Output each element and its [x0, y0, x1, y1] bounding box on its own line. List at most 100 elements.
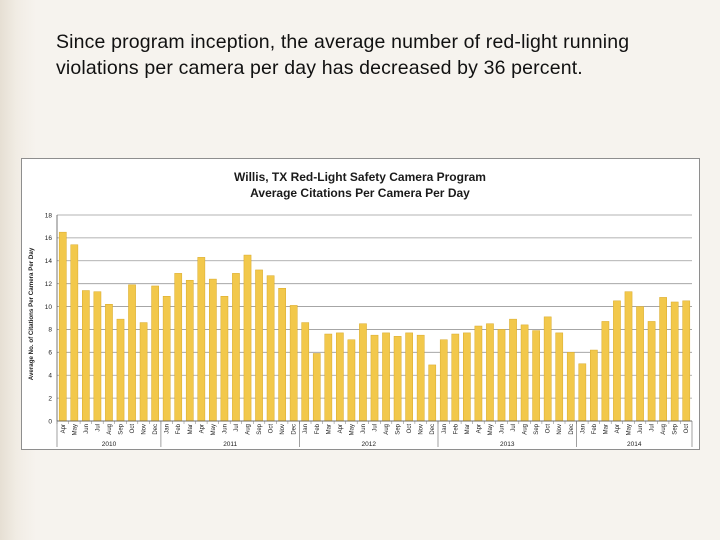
y-tick-label: 16: [45, 235, 53, 242]
x-tick-label: Oct: [684, 424, 690, 434]
bar: [543, 316, 552, 422]
bar: [266, 275, 275, 422]
x-tick-label: Jul: [650, 424, 656, 432]
chart-subtitle: Average Citations Per Camera Per Day: [250, 186, 470, 200]
x-tick-label: Apr: [199, 424, 205, 433]
x-tick-label: Oct: [407, 424, 413, 434]
bar: [116, 318, 125, 422]
bar: [324, 333, 333, 422]
x-tick-label: Jan: [303, 424, 309, 434]
red-light-chart: Willis, TX Red-Light Safety Camera Progr…: [28, 170, 693, 448]
year-label: 2010: [102, 441, 117, 448]
x-tick-label: Apr: [61, 424, 67, 433]
x-tick-label: May: [349, 424, 355, 435]
x-tick-label: Sep: [534, 423, 540, 434]
y-tick-label: 2: [48, 395, 52, 402]
bar: [636, 306, 644, 422]
bar: [520, 324, 529, 422]
x-tick-label: Sep: [673, 423, 679, 434]
bar: [105, 304, 113, 422]
bar: [128, 284, 136, 422]
y-tick-label: 6: [48, 350, 52, 357]
bar: [647, 321, 656, 422]
bar: [613, 300, 621, 422]
bar: [232, 273, 240, 422]
bar: [497, 329, 506, 422]
bar: [566, 352, 575, 422]
year-label: 2013: [500, 441, 515, 448]
bar: [601, 321, 610, 422]
bar: [243, 254, 252, 422]
x-tick-label: Oct: [546, 424, 552, 434]
x-tick-label: Jul: [373, 424, 379, 432]
chart-title: Willis, TX Red-Light Safety Camera Progr…: [234, 170, 486, 184]
x-tick-label: Feb: [176, 423, 182, 434]
x-tick-label: Nov: [557, 424, 563, 435]
bar: [58, 231, 67, 422]
bar: [336, 332, 344, 422]
x-tick-label: Aug: [384, 424, 390, 435]
bar: [405, 332, 413, 422]
bar: [82, 290, 90, 422]
x-tick-label: Nov: [419, 424, 425, 435]
y-axis-label: Average No. of Citations Per Camera Per …: [28, 247, 35, 380]
x-tick-label: Jun: [84, 424, 90, 434]
chart-frame: Willis, TX Red-Light Safety Camera Progr…: [21, 158, 700, 450]
bar: [209, 278, 217, 422]
y-tick-label: 8: [48, 327, 52, 334]
x-tick-label: Jun: [638, 424, 644, 434]
bar: [463, 332, 471, 422]
x-tick-label: Mar: [603, 424, 609, 434]
x-tick-label: Mar: [465, 424, 471, 434]
bar: [428, 364, 437, 422]
x-tick-label: Feb: [453, 423, 459, 434]
x-tick-label: Jan: [165, 424, 171, 434]
x-tick-label: Mar: [188, 424, 194, 434]
x-tick-label: Sep: [396, 423, 402, 434]
year-label: 2011: [223, 441, 237, 448]
bar: [162, 296, 171, 422]
bar: [301, 322, 310, 422]
bar: [220, 296, 229, 422]
x-tick-label: Aug: [661, 424, 667, 435]
bar: [659, 297, 667, 422]
y-tick-label: 0: [48, 418, 52, 425]
y-tick-label: 12: [45, 281, 53, 288]
x-tick-label: Jul: [511, 424, 517, 432]
bar: [439, 339, 448, 422]
x-tick-label: Jun: [222, 424, 228, 434]
x-tick-label: May: [72, 424, 78, 435]
bar: [624, 291, 633, 422]
bar: [197, 257, 206, 422]
x-tick-label: Jul: [234, 424, 240, 432]
bar: [278, 287, 286, 422]
bar: [532, 330, 540, 422]
bar: [347, 339, 356, 422]
bar: [370, 334, 379, 422]
bar: [185, 279, 194, 422]
x-tick-label: Jun: [500, 424, 506, 434]
x-tick-label: Oct: [269, 424, 275, 434]
x-tick-label: Dec: [292, 424, 298, 435]
year-label: 2012: [361, 441, 376, 448]
x-tick-label: Jun: [361, 424, 367, 434]
bar: [590, 349, 598, 422]
bar: [451, 333, 460, 422]
year-label: 2014: [627, 441, 642, 448]
bar: [359, 323, 367, 422]
bar: [555, 332, 564, 422]
bar: [151, 285, 159, 422]
x-tick-label: Feb: [315, 423, 321, 434]
bar: [174, 273, 183, 422]
bar: [393, 336, 402, 422]
bar: [139, 322, 148, 422]
slide-caption: Since program inception, the average num…: [56, 31, 630, 79]
x-tick-label: Dec: [569, 424, 575, 435]
x-tick-label: Sep: [119, 423, 125, 434]
bar: [382, 332, 390, 422]
bar: [289, 305, 298, 422]
bar: [70, 244, 79, 422]
x-tick-label: May: [488, 424, 494, 435]
x-tick-label: May: [211, 424, 217, 435]
x-tick-label: Aug: [523, 424, 529, 435]
